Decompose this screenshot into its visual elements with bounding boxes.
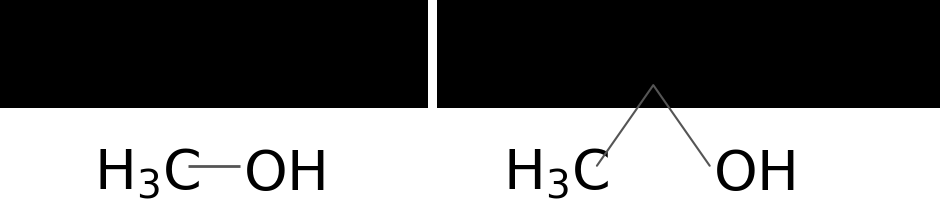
Text: $\mathrm{H_3C}$: $\mathrm{H_3C}$ <box>94 148 200 202</box>
Bar <box>0 0 428 108</box>
Text: $\mathrm{H_3C}$: $\mathrm{H_3C}$ <box>503 148 609 202</box>
Bar <box>437 0 940 108</box>
Text: $\mathrm{OH}$: $\mathrm{OH}$ <box>243 148 324 202</box>
Text: $\mathrm{OH}$: $\mathrm{OH}$ <box>713 148 794 202</box>
